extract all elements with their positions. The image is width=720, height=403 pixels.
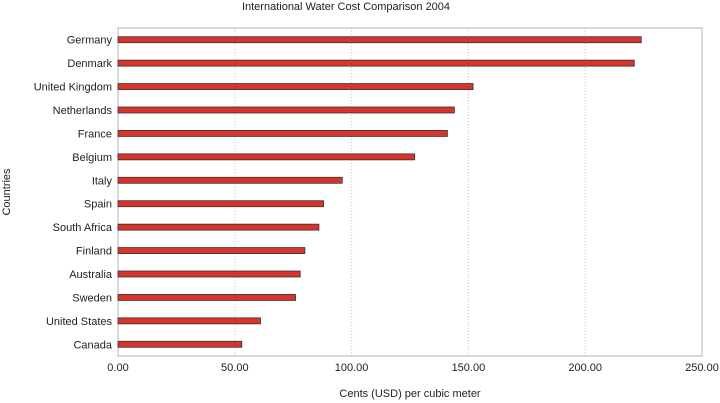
bar-united-kingdom [117,83,474,90]
category-label: Netherlands [53,105,113,117]
bar-italy [117,176,343,184]
bar-belgium [117,153,416,161]
gridlines [234,28,586,356]
bar-germany [117,36,642,44]
bar-spain [117,200,324,208]
bar-united-states [117,317,261,325]
x-tick-label: 50.00 [221,362,249,374]
bar-sweden [117,294,296,301]
x-tick-labels: 0.00 50.00 100.00 150.00 200.00 250.00 [107,362,719,374]
category-label: United Kingdom [34,82,112,94]
plot-area [117,27,703,357]
category-label: Finland [76,246,112,258]
bar-netherlands [117,106,455,114]
category-label: United States [46,316,113,328]
bar-france [117,130,448,137]
y-axis-title: Countries [1,168,13,216]
x-tick-label: 200.00 [568,362,602,374]
category-label: Spain [84,199,112,211]
bar-south-africa [117,223,320,231]
bar-denmark [117,59,635,67]
category-label: Denmark [67,58,112,70]
category-label: Germany [67,35,113,47]
x-tick-label: 250.00 [685,362,719,374]
category-label: Australia [69,269,113,281]
category-label: France [78,128,112,140]
category-label: Sweden [72,292,112,304]
bar-canada [117,340,243,348]
bar-finland [117,247,306,254]
chart-title: International Water Cost Comparison 2004 [242,1,450,13]
x-axis-title: Cents (USD) per cubic meter [339,388,481,400]
x-tick-label: 150.00 [452,362,486,374]
category-label: Italy [92,175,113,187]
bars [117,36,642,348]
x-tick-label: 100.00 [335,362,369,374]
bar-australia [117,270,301,278]
category-label: Belgium [72,152,112,164]
category-label: South Africa [53,222,113,234]
category-labels: Germany Denmark United Kingdom Netherlands F… [34,35,113,352]
x-tick-label: 0.00 [107,362,128,374]
category-label: Canada [73,339,112,351]
